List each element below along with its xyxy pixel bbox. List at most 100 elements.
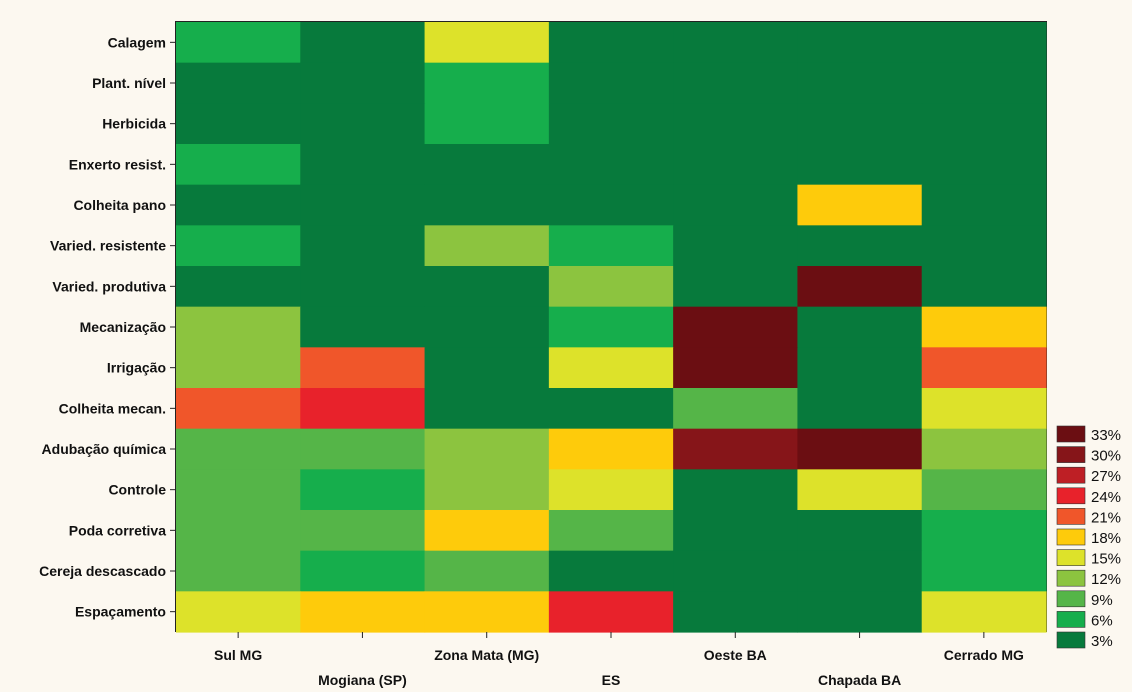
legend-label: 24%	[1091, 489, 1121, 506]
heatmap-cell	[424, 62, 550, 104]
row-labels: Calagem Plant. nível Herbicida Enxerto resi…	[39, 34, 176, 620]
heatmap-cells	[176, 22, 1047, 633]
heatmap-cell	[424, 550, 550, 592]
heatmap-cell	[424, 591, 550, 633]
legend: 33% 30% 27% 24% 21% 18% 15% 12% 9% 6% 3%	[1056, 425, 1121, 650]
heatmap-cell	[548, 184, 674, 226]
heatmap-cell	[797, 306, 923, 348]
legend-swatch	[1056, 590, 1086, 608]
heatmap-cell	[797, 388, 923, 430]
heatmap-cell	[921, 550, 1047, 592]
heatmap-cell	[548, 62, 674, 104]
heatmap-cell	[797, 591, 923, 633]
row-label: Espaçamento	[75, 604, 166, 620]
row-label: Enxerto resist.	[69, 156, 166, 172]
heatmap-cell	[548, 266, 674, 308]
row-label: Varied. resistente	[50, 238, 166, 254]
heatmap-cell	[921, 306, 1047, 348]
heatmap-cell	[921, 510, 1047, 552]
heatmap-cell	[797, 184, 923, 226]
legend-label: 30%	[1091, 448, 1121, 465]
legend-label: 3%	[1091, 633, 1113, 650]
heatmap-cell	[921, 591, 1047, 633]
heatmap-cell	[548, 103, 674, 145]
heatmap-cell	[797, 22, 923, 64]
legend-label: 12%	[1091, 571, 1121, 588]
heatmap-cell	[797, 428, 923, 470]
heatmap-cell	[300, 591, 426, 633]
legend-swatch	[1056, 487, 1086, 505]
heatmap-cell	[176, 22, 301, 64]
heatmap-cell	[673, 510, 799, 552]
heatmap-cell	[300, 388, 426, 430]
legend-swatch	[1056, 631, 1086, 649]
column-labels: Sul MG Mogiana (SP) Zona Mata (MG) ES Oeste …	[214, 632, 1024, 688]
row-label: Mecanização	[80, 319, 166, 335]
legend-label: 18%	[1091, 530, 1121, 547]
heatmap-cell	[424, 469, 550, 511]
legend-swatch	[1056, 611, 1086, 628]
heatmap-cell	[548, 347, 674, 389]
heatmap-cell	[176, 510, 301, 552]
row-label: Varied. produtiva	[52, 278, 166, 294]
heatmap-cell	[424, 266, 550, 308]
heatmap-cell	[921, 103, 1047, 145]
heatmap-cell	[176, 225, 301, 267]
heatmap-cell	[548, 550, 674, 592]
heatmap-cell	[300, 225, 426, 267]
heatmap-cell	[424, 103, 550, 145]
heatmap-cell	[797, 347, 923, 389]
heatmap-cell	[424, 510, 550, 552]
heatmap-cell	[176, 266, 301, 308]
heatmap-cell	[548, 469, 674, 511]
column-label: Sul MG	[214, 647, 262, 663]
heatmap-cell	[673, 306, 799, 348]
heatmap-cell	[797, 510, 923, 552]
legend-label: 15%	[1091, 551, 1121, 568]
heatmap-cell	[300, 184, 426, 226]
row-label: Poda corretiva	[69, 522, 166, 538]
column-label: ES	[602, 672, 621, 688]
heatmap-cell	[176, 550, 301, 592]
heatmap-cell	[797, 225, 923, 267]
heatmap-cell	[673, 184, 799, 226]
row-label: Adubação química	[42, 441, 167, 457]
heatmap-cell	[176, 347, 301, 389]
heatmap-cell	[548, 428, 674, 470]
legend-swatch	[1056, 466, 1086, 484]
legend-swatch	[1056, 425, 1086, 443]
heatmap-cell	[300, 306, 426, 348]
row-label: Irrigação	[107, 360, 166, 376]
heatmap-cell	[673, 347, 799, 389]
row-label: Herbicida	[102, 116, 166, 132]
heatmap-cell	[797, 103, 923, 145]
legend-label: 33%	[1091, 427, 1121, 444]
heatmap-cell	[300, 22, 426, 64]
heatmap-cell	[176, 62, 301, 104]
row-label: Calagem	[108, 34, 166, 50]
heatmap-cell	[921, 62, 1047, 104]
heatmap-cell	[673, 225, 799, 267]
heatmap-cell	[424, 347, 550, 389]
legend-swatch	[1056, 528, 1086, 546]
column-label: Oeste BA	[704, 647, 767, 663]
heatmap-cell	[424, 225, 550, 267]
legend-swatch	[1056, 549, 1086, 566]
legend-label: 27%	[1091, 468, 1121, 485]
heatmap-cell	[921, 184, 1047, 226]
legend-swatch	[1056, 569, 1086, 587]
heatmap-cell	[176, 144, 301, 186]
heatmap-cell	[548, 510, 674, 552]
heatmap-cell	[921, 266, 1047, 308]
heatmap-cell	[424, 184, 550, 226]
heatmap-cell	[548, 306, 674, 348]
legend-swatch	[1056, 446, 1086, 463]
row-label: Cereja descascado	[39, 563, 166, 579]
heatmap-cell	[673, 62, 799, 104]
heatmap-cell	[921, 388, 1047, 430]
row-label: Controle	[108, 482, 166, 498]
heatmap-cell	[424, 388, 550, 430]
heatmap-cell	[921, 225, 1047, 267]
heatmap-cell	[548, 225, 674, 267]
